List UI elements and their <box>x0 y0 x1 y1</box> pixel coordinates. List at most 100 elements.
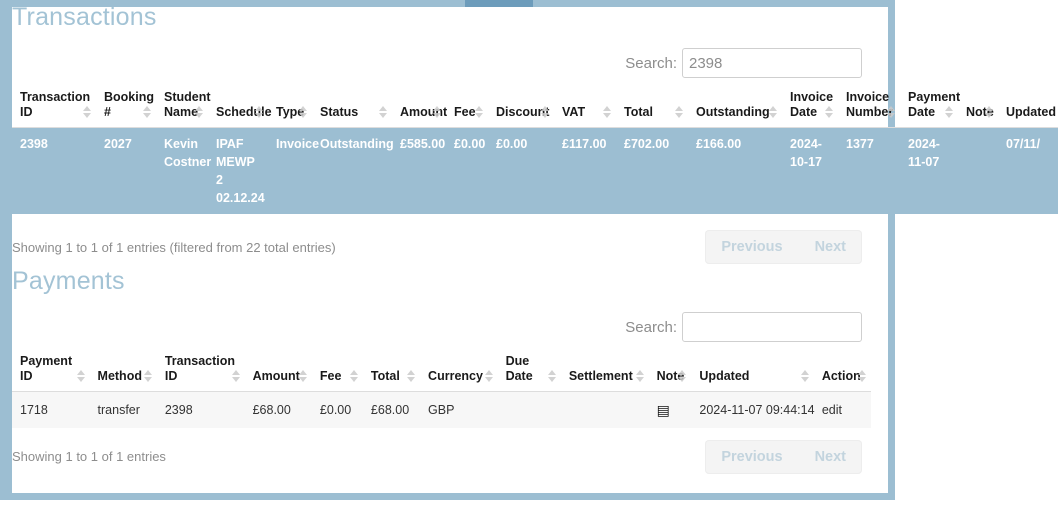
col-note[interactable]: Note <box>648 348 692 392</box>
cell-amount: £585.00 <box>392 127 446 214</box>
sort-arrows-icon[interactable] <box>800 370 809 383</box>
cell-due-date <box>497 391 561 428</box>
col-label: Transaction ID <box>20 90 91 119</box>
tab-strip <box>0 0 895 7</box>
sort-arrows-icon[interactable] <box>349 370 358 383</box>
sort-arrows-icon[interactable] <box>83 106 91 119</box>
sort-arrows-icon[interactable] <box>298 370 307 383</box>
sort-arrows-icon[interactable] <box>433 106 441 119</box>
sort-arrows-icon[interactable] <box>769 106 777 119</box>
col-amount[interactable]: Amount <box>392 84 447 128</box>
sort-arrows-icon[interactable] <box>541 106 549 119</box>
payments-table-head: Payment ID Method Transaction ID Amount <box>12 348 871 392</box>
sort-arrows-icon[interactable] <box>143 106 151 119</box>
col-discount[interactable]: Discount <box>488 84 554 128</box>
col-fee[interactable]: Fee <box>446 84 488 128</box>
sort-arrows-icon[interactable] <box>858 370 866 383</box>
col-fee[interactable]: Fee <box>311 348 363 392</box>
col-label: Updated <box>699 369 750 383</box>
sort-arrows-icon[interactable] <box>231 370 240 383</box>
next-button[interactable]: Next <box>799 230 862 264</box>
col-label: Invoice Date <box>790 90 834 119</box>
col-transaction-id[interactable]: Transaction ID <box>156 348 245 392</box>
sort-arrows-icon[interactable] <box>475 106 483 119</box>
transactions-info: Showing 1 to 1 of 1 entries (filtered fr… <box>12 239 336 255</box>
col-label: Student Name <box>164 90 211 119</box>
col-outstanding[interactable]: Outstanding <box>688 84 782 128</box>
col-invoice-number[interactable]: Invoice Number <box>838 84 900 128</box>
page-content: Transactions Search: Transaction ID <box>12 48 1058 474</box>
cell-transaction-id: 2398 <box>12 127 96 214</box>
cell-payment-date: 2024-11-07 <box>900 127 958 214</box>
sort-arrows-icon[interactable] <box>887 106 895 119</box>
col-transaction-id[interactable]: Transaction ID <box>12 84 96 128</box>
cell-transaction-id: 2398 <box>156 391 245 428</box>
sort-arrows-icon[interactable] <box>299 106 307 119</box>
col-status[interactable]: Status <box>312 84 392 128</box>
col-booking-number[interactable]: Booking # <box>96 84 156 128</box>
sort-arrows-icon[interactable] <box>255 106 263 119</box>
sort-arrows-icon[interactable] <box>635 370 644 383</box>
col-student-name[interactable]: Student Name <box>156 84 211 128</box>
col-currency[interactable]: Currency <box>420 348 498 392</box>
table-row[interactable]: 2398 2027 Kevin Costner IPAF MEWP 2 02.1… <box>12 127 1058 214</box>
sort-arrows-icon[interactable] <box>76 370 85 383</box>
sort-arrows-icon[interactable] <box>603 106 611 119</box>
cell-booking-number: 2027 <box>96 127 156 214</box>
sort-arrows-icon[interactable] <box>407 370 416 383</box>
payments-title: Payments <box>12 267 125 295</box>
col-label: Amount <box>252 369 300 383</box>
col-label: Updated <box>1006 105 1056 119</box>
cell-payment-id: 1718 <box>12 391 90 428</box>
sort-arrows-icon[interactable] <box>547 370 556 383</box>
col-total[interactable]: Total <box>362 348 421 392</box>
col-label: Status <box>320 105 359 119</box>
transactions-search-input[interactable] <box>682 48 862 78</box>
sort-arrows-icon[interactable] <box>678 370 687 383</box>
col-due-date[interactable]: Due Date <box>497 348 561 392</box>
col-type[interactable]: Type <box>268 84 312 128</box>
col-label: Booking # <box>104 90 154 119</box>
col-note[interactable]: Note <box>958 84 998 128</box>
col-method[interactable]: Method <box>89 348 157 392</box>
sort-arrows-icon[interactable] <box>195 106 203 119</box>
col-label: Due Date <box>505 354 533 383</box>
sort-arrows-icon[interactable] <box>825 106 833 119</box>
col-payment-id[interactable]: Payment ID <box>12 348 90 392</box>
previous-button[interactable]: Previous <box>705 440 798 474</box>
payments-search-row: Search: <box>12 312 1039 342</box>
edit-link[interactable]: edit <box>813 391 871 428</box>
col-updated[interactable]: Updated <box>998 84 1058 128</box>
cell-fee: £0.00 <box>446 127 488 214</box>
col-amount[interactable]: Amount <box>244 348 312 392</box>
col-vat[interactable]: VAT <box>554 84 616 128</box>
col-settlement[interactable]: Settlement <box>560 348 649 392</box>
sort-arrows-icon[interactable] <box>985 106 993 119</box>
col-label: Transaction ID <box>164 354 236 383</box>
transactions-table: Transaction ID Booking # Student Name Sc… <box>12 84 1058 214</box>
col-schedule[interactable]: Schedule <box>208 84 272 128</box>
payments-table: Payment ID Method Transaction ID Amount <box>12 348 871 428</box>
tab-active-indicator[interactable] <box>465 0 533 7</box>
col-label: Outstanding <box>696 105 770 119</box>
previous-button[interactable]: Previous <box>705 230 798 264</box>
next-button[interactable]: Next <box>799 440 862 474</box>
col-updated[interactable]: Updated <box>691 348 814 392</box>
cell-updated: 2024-11-07 09:44:14 <box>691 391 815 428</box>
col-label: Schedule <box>216 105 272 119</box>
col-invoice-date[interactable]: Invoice Date <box>782 84 838 128</box>
sort-arrows-icon[interactable] <box>143 370 152 383</box>
sort-arrows-icon[interactable] <box>379 106 387 119</box>
payments-info: Showing 1 to 1 of 1 entries <box>12 449 166 464</box>
note-book-icon[interactable]: ▤ <box>648 391 692 428</box>
sort-arrows-icon[interactable] <box>945 106 953 119</box>
col-total[interactable]: Total <box>616 84 688 128</box>
payments-search-input[interactable] <box>682 312 862 342</box>
col-action[interactable]: Action <box>813 348 871 392</box>
sort-arrows-icon[interactable] <box>675 106 683 119</box>
table-row[interactable]: 1718 transfer 2398 £68.00 £0.00 £68.00 G… <box>12 391 871 428</box>
cell-amount: £68.00 <box>244 391 312 428</box>
col-payment-date[interactable]: Payment Date <box>900 84 960 128</box>
sort-arrows-icon[interactable] <box>484 370 493 383</box>
